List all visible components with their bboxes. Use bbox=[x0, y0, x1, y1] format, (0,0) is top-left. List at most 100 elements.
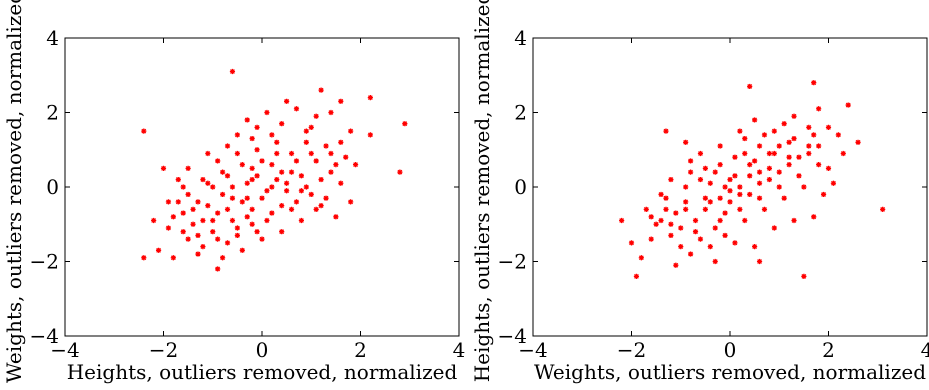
data-point bbox=[205, 203, 211, 209]
data-point bbox=[338, 180, 344, 186]
data-point bbox=[702, 165, 708, 171]
data-point bbox=[707, 199, 713, 205]
data-point bbox=[702, 206, 708, 212]
data-point bbox=[692, 229, 699, 235]
data-point bbox=[220, 191, 226, 198]
data-point bbox=[259, 236, 265, 242]
data-point bbox=[727, 188, 733, 194]
data-point bbox=[180, 229, 186, 235]
data-point bbox=[323, 143, 329, 149]
axes-frame bbox=[64, 37, 460, 337]
data-point bbox=[348, 128, 354, 134]
data-point bbox=[766, 165, 772, 171]
data-point bbox=[141, 255, 147, 261]
data-point bbox=[293, 199, 300, 205]
data-point bbox=[180, 184, 186, 190]
data-point bbox=[756, 195, 763, 201]
data-point bbox=[308, 124, 314, 130]
x-axis-label: Weights, outliers removed, normalized bbox=[534, 360, 926, 384]
data-point bbox=[737, 206, 743, 212]
data-point bbox=[717, 195, 723, 201]
data-point bbox=[234, 150, 240, 157]
data-point bbox=[801, 184, 807, 190]
data-point bbox=[717, 143, 723, 149]
data-point bbox=[215, 158, 221, 164]
data-point bbox=[249, 165, 255, 171]
data-point bbox=[756, 180, 763, 186]
y-tick-label: 0 bbox=[46, 175, 59, 199]
data-point bbox=[249, 206, 255, 212]
data-point bbox=[732, 173, 738, 179]
data-point bbox=[367, 95, 373, 101]
y-axis-label: Weights, outliers removed, normalized bbox=[2, 0, 26, 383]
data-point bbox=[717, 217, 723, 224]
data-point bbox=[259, 195, 265, 201]
data-point bbox=[825, 165, 832, 171]
data-point bbox=[732, 240, 738, 246]
data-point bbox=[643, 206, 649, 212]
data-point bbox=[840, 150, 846, 157]
data-point bbox=[776, 184, 782, 190]
data-point bbox=[688, 251, 694, 257]
data-point bbox=[786, 154, 792, 160]
data-point bbox=[702, 195, 708, 201]
data-point bbox=[318, 87, 324, 93]
data-point bbox=[402, 121, 408, 127]
data-point bbox=[658, 217, 664, 224]
data-point bbox=[323, 195, 329, 201]
data-point bbox=[796, 173, 802, 179]
data-point bbox=[210, 184, 216, 190]
data-point bbox=[244, 117, 250, 123]
data-point bbox=[338, 98, 344, 104]
data-point bbox=[279, 121, 285, 127]
data-point bbox=[683, 184, 689, 190]
data-point bbox=[288, 206, 295, 212]
data-point bbox=[806, 124, 812, 130]
data-point bbox=[692, 217, 699, 224]
y-tick-label: 2 bbox=[46, 101, 59, 125]
data-point bbox=[678, 244, 684, 250]
data-point bbox=[215, 266, 221, 272]
x-tick-label: 0 bbox=[256, 338, 269, 362]
data-point bbox=[658, 191, 664, 198]
y-tick-label: 2 bbox=[514, 101, 527, 125]
data-point bbox=[683, 139, 689, 145]
data-point bbox=[205, 180, 211, 186]
data-point bbox=[328, 150, 334, 157]
data-point bbox=[298, 173, 304, 179]
data-point bbox=[628, 240, 635, 246]
data-point bbox=[397, 169, 403, 175]
data-point bbox=[791, 113, 797, 119]
data-point bbox=[781, 195, 787, 201]
x-tick-label: −4 bbox=[518, 338, 547, 362]
data-point bbox=[737, 191, 743, 198]
data-point bbox=[279, 229, 285, 235]
data-point bbox=[293, 106, 300, 112]
x-tick-label: −2 bbox=[149, 338, 178, 362]
data-point bbox=[633, 273, 640, 279]
data-point bbox=[742, 217, 748, 224]
data-point bbox=[678, 225, 684, 231]
data-point bbox=[742, 150, 748, 157]
data-point bbox=[722, 184, 728, 190]
data-point bbox=[845, 102, 851, 108]
x-tick-label: 2 bbox=[822, 338, 835, 362]
y-tick-label: −4 bbox=[30, 324, 59, 348]
data-point bbox=[806, 150, 812, 157]
data-point bbox=[249, 135, 255, 142]
data-point bbox=[668, 221, 674, 227]
data-point bbox=[752, 158, 758, 164]
data-point bbox=[717, 162, 723, 168]
data-point bbox=[712, 169, 718, 175]
data-point bbox=[244, 195, 250, 201]
x-axis-label: Heights, outliers removed, normalized bbox=[67, 360, 458, 384]
data-point bbox=[170, 255, 176, 261]
data-point bbox=[776, 169, 782, 175]
data-point bbox=[195, 251, 201, 257]
data-point bbox=[308, 191, 314, 198]
data-point bbox=[761, 132, 768, 138]
data-point bbox=[811, 214, 817, 220]
data-point bbox=[303, 128, 309, 134]
data-point bbox=[279, 169, 285, 175]
